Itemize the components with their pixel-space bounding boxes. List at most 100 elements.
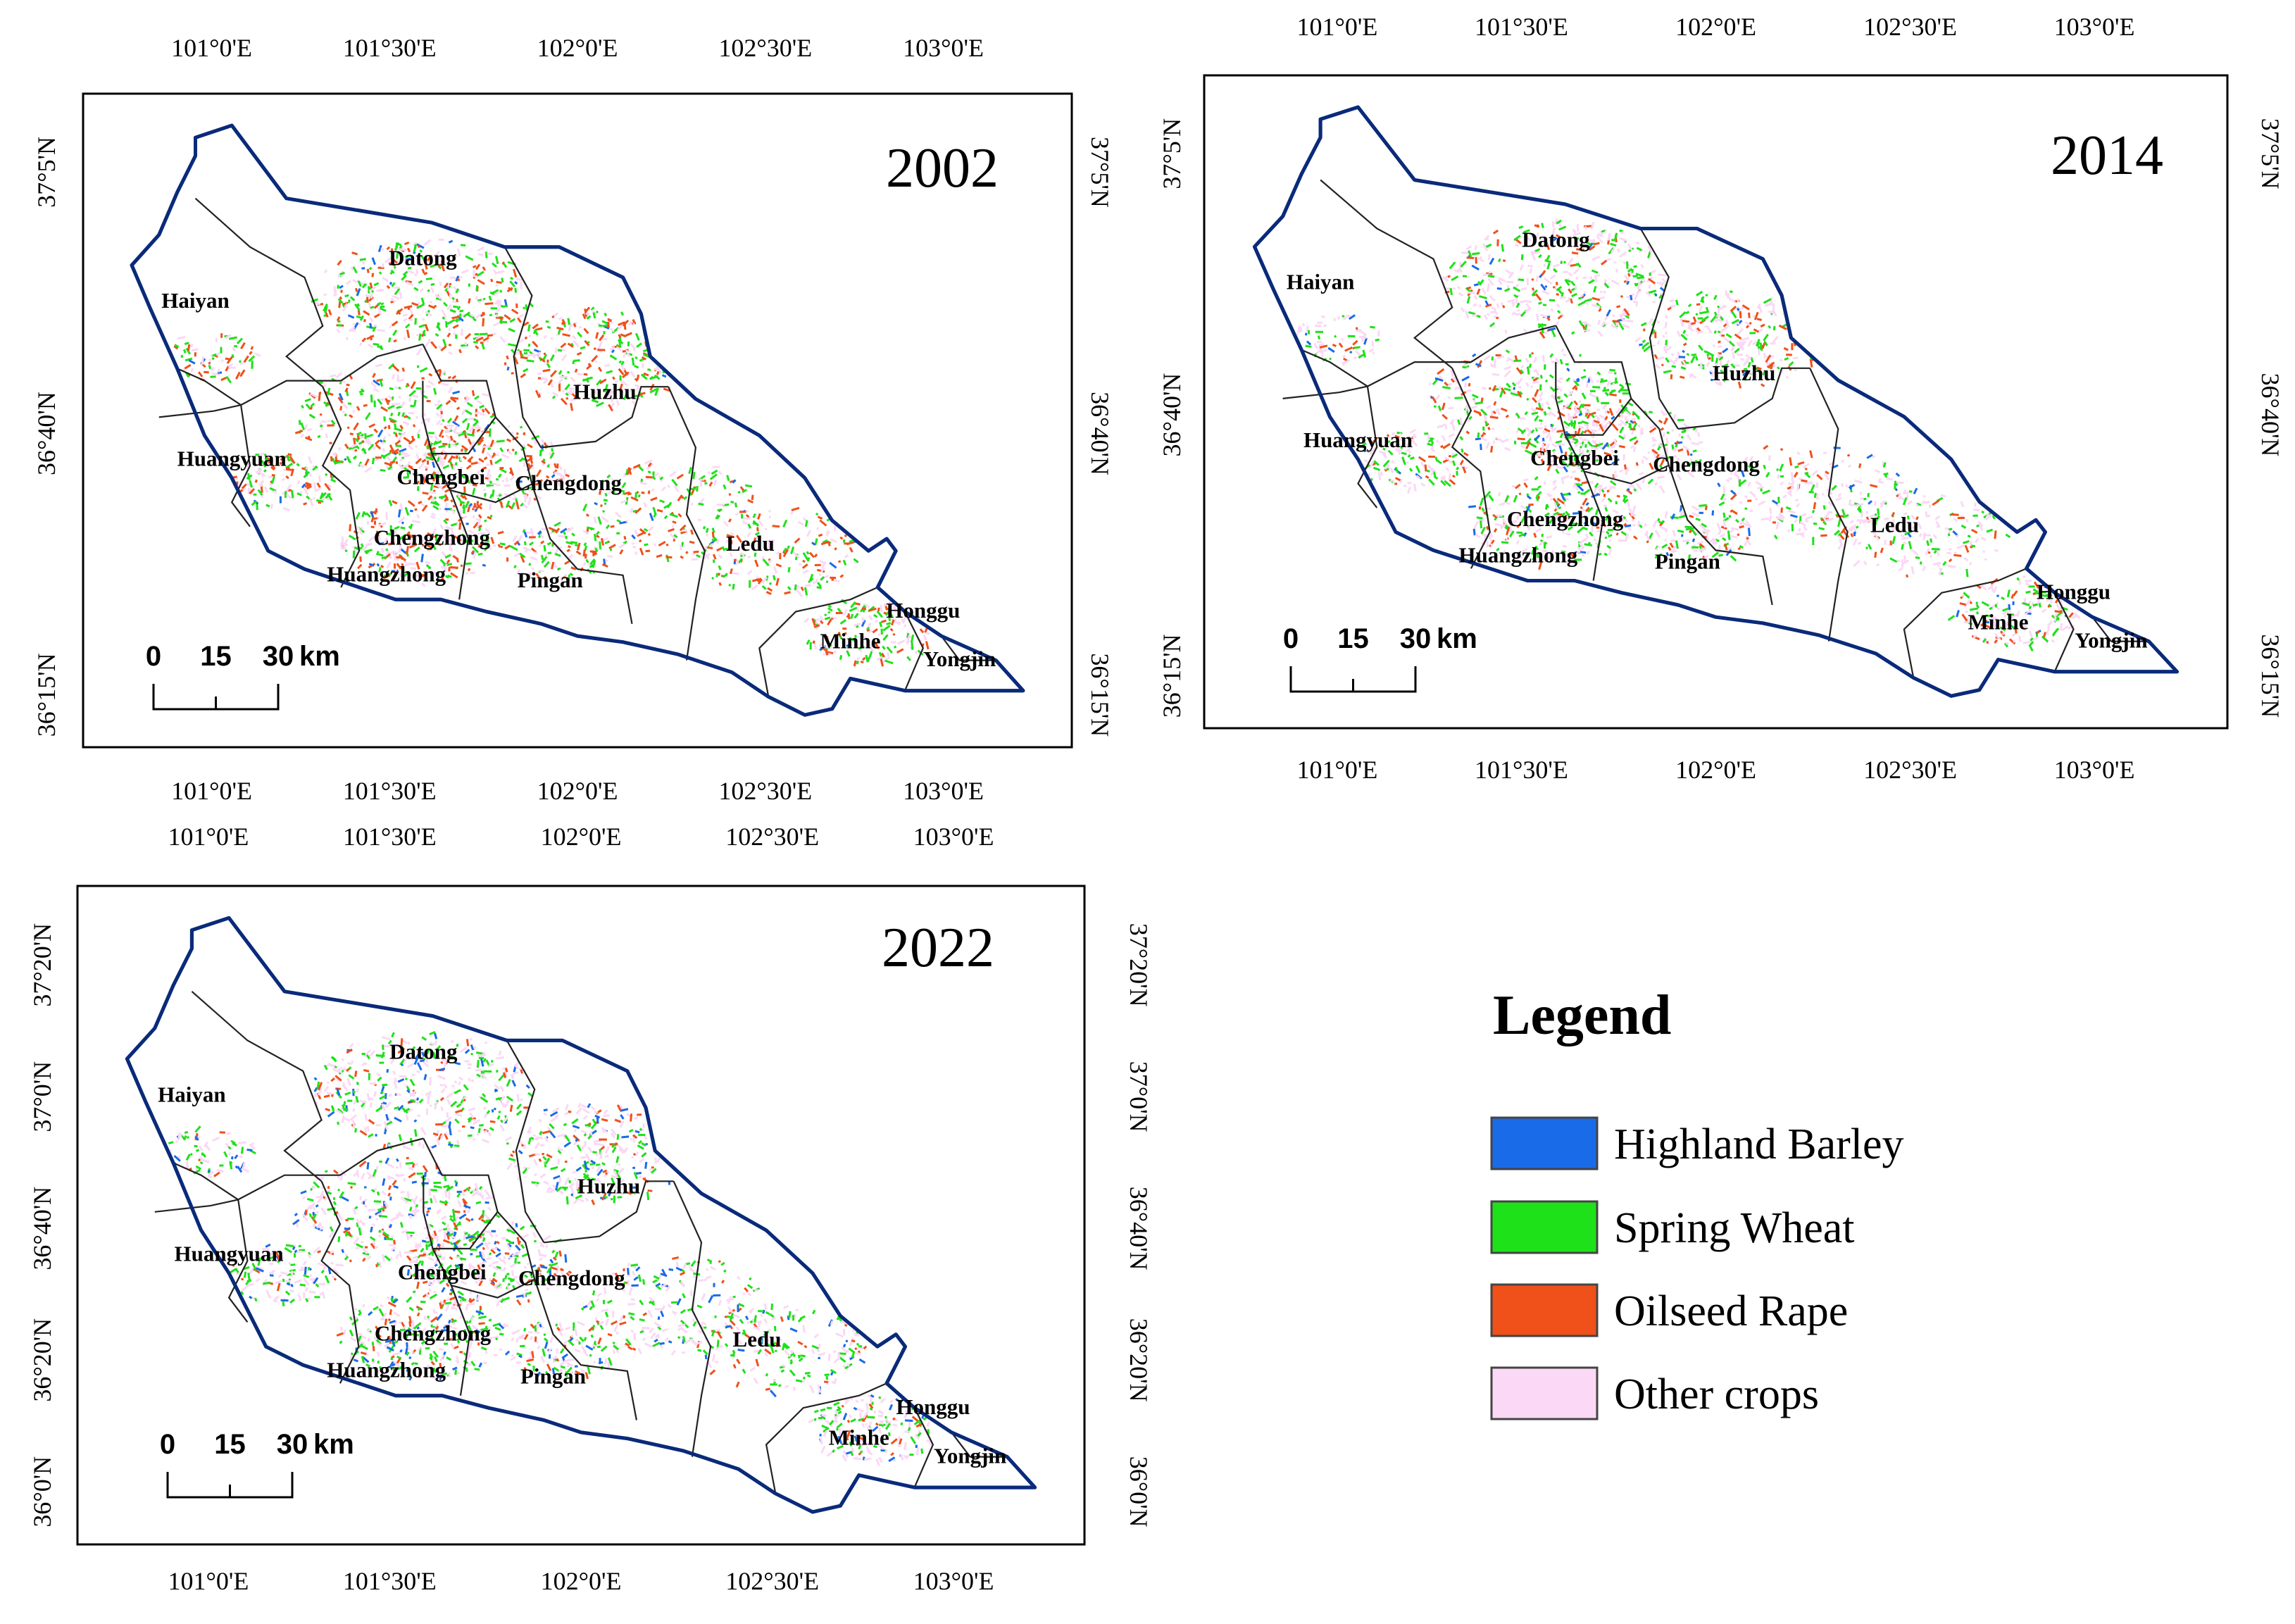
- crop-pixel-oilseed-rape: [391, 257, 399, 264]
- crop-pixel-oilseed-rape: [501, 261, 506, 266]
- crop-pixel-oilseed-rape: [220, 376, 227, 382]
- crop-pixel-spring-wheat: [529, 302, 534, 308]
- crop-pixel-oilseed-rape: [634, 507, 642, 514]
- crop-pixel-highland-barley: [631, 534, 636, 539]
- crop-pixel-spring-wheat: [1591, 269, 1599, 274]
- crop-pixel-oilseed-rape: [389, 461, 396, 464]
- crop-pixel-other-crops: [496, 306, 501, 313]
- crop-pixel-other-crops: [523, 444, 526, 447]
- crop-pixel-spring-wheat: [484, 492, 487, 497]
- crop-pixel-other-crops: [1525, 306, 1532, 313]
- crop-pixel-spring-wheat: [432, 505, 439, 511]
- crop-pixel-spring-wheat: [344, 549, 348, 552]
- crop-pixel-spring-wheat: [886, 622, 892, 625]
- crop-pixel-oilseed-rape: [637, 532, 645, 537]
- crop-pixel-oilseed-rape: [390, 420, 396, 423]
- crop-pixel-spring-wheat: [513, 565, 517, 569]
- crop-pixel-spring-wheat: [377, 301, 382, 306]
- crop-pixel-other-crops: [309, 392, 318, 399]
- crop-pixel-oilseed-rape: [389, 444, 394, 452]
- crop-pixel-other-crops: [487, 252, 493, 255]
- crop-pixel-oilseed-rape: [384, 461, 393, 466]
- crop-pixel-oilseed-rape: [868, 607, 877, 612]
- crop-pixel-highland-barley: [1629, 294, 1633, 301]
- crop-pixel-spring-wheat: [433, 474, 437, 480]
- crop-pixel-spring-wheat: [429, 537, 432, 542]
- crop-pixel-oilseed-rape: [406, 247, 411, 253]
- crop-pixel-spring-wheat: [625, 468, 629, 475]
- crop-pixel-other-crops: [342, 404, 349, 409]
- crop-pixel-spring-wheat: [1534, 248, 1541, 253]
- crop-pixel-other-crops: [1731, 347, 1734, 351]
- crop-pixel-spring-wheat: [468, 283, 470, 287]
- crop-pixel-oilseed-rape: [560, 397, 568, 406]
- crop-pixel-spring-wheat: [606, 370, 613, 374]
- crop-pixel-oilseed-rape: [408, 479, 411, 483]
- crop-pixel-oilseed-rape: [1577, 479, 1581, 482]
- crop-pixel-spring-wheat: [1538, 254, 1542, 258]
- crop-pixel-highland-barley: [506, 366, 510, 371]
- crop-pixel-spring-wheat: [1641, 342, 1650, 349]
- crop-pixel-other-crops: [372, 446, 376, 450]
- crop-pixel-spring-wheat: [653, 512, 657, 518]
- crop-pixel-other-crops: [327, 483, 332, 488]
- crop-pixel-spring-wheat: [185, 347, 192, 355]
- crop-pixel-other-crops: [508, 494, 512, 499]
- crop-pixel-spring-wheat: [1577, 262, 1582, 268]
- crop-pixel-highland-barley: [432, 461, 436, 468]
- crop-pixel-highland-barley: [371, 257, 376, 266]
- crop-pixel-other-crops: [323, 269, 328, 274]
- crop-pixel-spring-wheat: [236, 337, 243, 344]
- crop-pixel-oilseed-rape: [394, 439, 401, 446]
- crop-pixel-oilseed-rape: [479, 439, 484, 444]
- crop-pixel-oilseed-rape: [344, 443, 349, 449]
- crop-pixel-other-crops: [1645, 291, 1651, 296]
- crop-pixel-oilseed-rape: [625, 332, 632, 337]
- crop-pixel-oilseed-rape: [428, 304, 436, 309]
- crop-pixel-other-crops: [1620, 313, 1628, 317]
- crop-pixel-other-crops: [634, 551, 638, 556]
- crop-pixel-other-crops: [1772, 303, 1775, 311]
- crop-pixel-other-crops: [1549, 436, 1552, 442]
- crop-pixel-spring-wheat: [565, 535, 568, 539]
- crop-pixel-other-crops: [343, 546, 346, 551]
- crop-pixel-other-crops: [516, 568, 521, 575]
- crop-pixel-other-crops: [718, 470, 723, 475]
- crop-pixel-other-crops: [379, 288, 383, 292]
- crop-pixel-other-crops: [481, 298, 484, 302]
- crop-pixel-other-crops: [404, 561, 412, 568]
- crop-pixel-spring-wheat: [1585, 241, 1592, 246]
- crop-pixel-spring-wheat: [540, 554, 544, 561]
- crop-pixel-other-crops: [1685, 333, 1689, 337]
- crop-pixel-oilseed-rape: [1623, 308, 1630, 316]
- crop-pixel-spring-wheat: [571, 532, 575, 537]
- crop-pixel-spring-wheat: [1571, 292, 1577, 298]
- crop-pixel-other-crops: [1550, 308, 1554, 312]
- crop-pixel-spring-wheat: [401, 412, 406, 418]
- crop-pixel-oilseed-rape: [451, 375, 457, 380]
- crop-pixel-other-crops: [462, 538, 467, 542]
- crop-pixel-other-crops: [376, 516, 380, 520]
- crop-pixel-spring-wheat: [1687, 303, 1692, 308]
- crop-pixel-oilseed-rape: [599, 378, 607, 385]
- crop-pixel-spring-wheat: [326, 387, 331, 396]
- crop-pixel-spring-wheat: [582, 378, 589, 381]
- crop-pixel-spring-wheat: [1734, 348, 1740, 354]
- crop-pixel-spring-wheat: [1631, 268, 1634, 273]
- crop-pixel-spring-wheat: [325, 473, 328, 477]
- crop-pixel-oilseed-rape: [364, 458, 370, 466]
- crop-pixel-oilseed-rape: [270, 466, 275, 471]
- crop-pixel-spring-wheat: [337, 285, 339, 289]
- crop-pixel-other-crops: [1567, 257, 1574, 266]
- crop-pixel-other-crops: [1517, 308, 1520, 312]
- lat-label-left: 36°40'N: [32, 392, 61, 475]
- crop-pixel-other-crops: [309, 473, 312, 477]
- crop-pixel-oilseed-rape: [1780, 507, 1783, 513]
- lat-label-left: 36°40'N: [1158, 373, 1186, 457]
- crop-pixel-spring-wheat: [1763, 333, 1769, 342]
- crop-pixel-spring-wheat: [408, 525, 412, 530]
- crop-pixel-other-crops: [306, 427, 313, 432]
- crop-pixel-other-crops: [736, 559, 739, 566]
- crop-pixel-spring-wheat: [354, 437, 359, 443]
- crop-pixel-oilseed-rape: [618, 368, 625, 376]
